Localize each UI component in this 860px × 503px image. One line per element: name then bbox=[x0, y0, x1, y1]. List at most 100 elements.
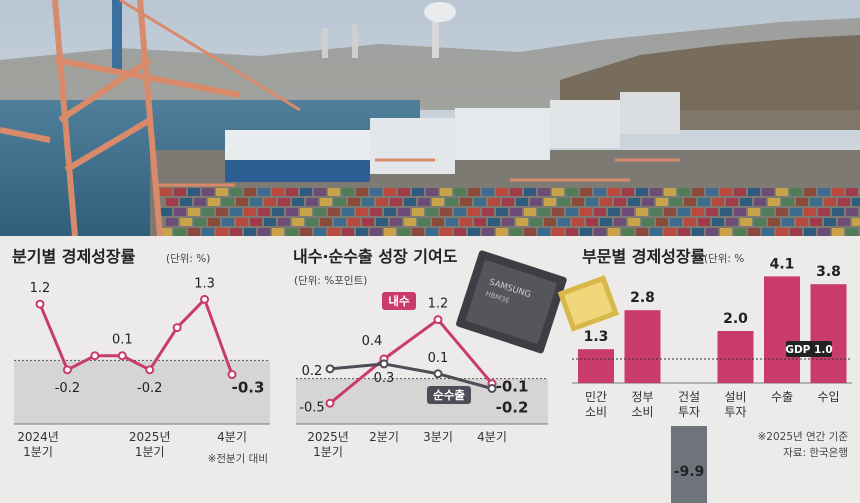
container-box bbox=[580, 228, 592, 236]
container-box bbox=[538, 188, 550, 196]
container-box bbox=[552, 228, 564, 236]
data-label: 0.2 bbox=[302, 364, 323, 379]
container-box bbox=[300, 208, 312, 216]
data-label: 0.1 bbox=[112, 333, 133, 348]
growth-line bbox=[38, 297, 234, 376]
container-box bbox=[502, 198, 514, 206]
container-box bbox=[628, 218, 640, 226]
container-box bbox=[650, 208, 662, 216]
container-box bbox=[622, 208, 634, 216]
x-tick-label: 2025년 bbox=[129, 430, 171, 444]
quarterly-note: ※전분기 대비 bbox=[208, 453, 268, 465]
container-box bbox=[180, 218, 192, 226]
container-box bbox=[762, 208, 774, 216]
container-box bbox=[510, 228, 522, 236]
container-box bbox=[566, 228, 578, 236]
container-box bbox=[202, 188, 214, 196]
container-box bbox=[754, 218, 766, 226]
container-box bbox=[572, 218, 584, 226]
container-box bbox=[642, 198, 654, 206]
container-box bbox=[202, 208, 214, 216]
container-box bbox=[208, 218, 220, 226]
data-label: -9.9 bbox=[674, 464, 705, 480]
container-box bbox=[222, 198, 234, 206]
category-label: 건설 bbox=[678, 390, 700, 404]
category-label: 민간 bbox=[585, 390, 607, 404]
category-label: 소비 bbox=[585, 405, 607, 419]
container-box bbox=[446, 218, 458, 226]
container-box bbox=[818, 188, 830, 196]
container-box bbox=[334, 198, 346, 206]
container-box bbox=[334, 218, 346, 226]
container-box bbox=[460, 218, 472, 226]
container-box bbox=[726, 198, 738, 206]
series-name-tag bbox=[427, 386, 471, 404]
container-box bbox=[488, 198, 500, 206]
container-box bbox=[740, 218, 752, 226]
container-box bbox=[824, 198, 836, 206]
container-box bbox=[516, 218, 528, 226]
data-label: -0.2 bbox=[137, 381, 162, 396]
container-box bbox=[566, 188, 578, 196]
container-box bbox=[188, 208, 200, 216]
data-label: 1.3 bbox=[584, 329, 609, 345]
container-box bbox=[796, 218, 808, 226]
container-box bbox=[846, 188, 858, 196]
container-box bbox=[538, 228, 550, 236]
x-tick-label: 3분기 bbox=[423, 430, 453, 444]
container-box bbox=[790, 228, 802, 236]
container-box bbox=[538, 208, 550, 216]
container-box bbox=[748, 208, 760, 216]
container-box bbox=[622, 188, 634, 196]
container-box bbox=[398, 228, 410, 236]
container-box bbox=[474, 198, 486, 206]
container-box bbox=[804, 188, 816, 196]
bar bbox=[578, 349, 614, 383]
container-box bbox=[390, 198, 402, 206]
container-box bbox=[664, 208, 676, 216]
negative-shade bbox=[296, 378, 548, 424]
container-box bbox=[390, 218, 402, 226]
container-box bbox=[370, 188, 382, 196]
container-box bbox=[670, 198, 682, 206]
container-box bbox=[790, 188, 802, 196]
container-box bbox=[376, 218, 388, 226]
container-box bbox=[678, 228, 690, 236]
container-box bbox=[594, 208, 606, 216]
x-tick-label: 4분기 bbox=[217, 430, 247, 444]
container-box bbox=[768, 198, 780, 206]
container-box bbox=[572, 198, 584, 206]
container-box bbox=[776, 208, 788, 216]
data-label: 0.3 bbox=[374, 371, 395, 386]
container-box bbox=[292, 218, 304, 226]
container-box bbox=[510, 208, 522, 216]
container-box bbox=[426, 208, 438, 216]
container-box bbox=[664, 188, 676, 196]
container-box bbox=[650, 188, 662, 196]
container-box bbox=[264, 218, 276, 226]
container-box bbox=[740, 198, 752, 206]
container-box bbox=[398, 208, 410, 216]
container-box bbox=[356, 208, 368, 216]
data-label: 0.4 bbox=[362, 334, 383, 349]
x-tick-label: 1분기 bbox=[135, 445, 165, 459]
container-box bbox=[580, 208, 592, 216]
container-box bbox=[236, 218, 248, 226]
container-box bbox=[300, 228, 312, 236]
container-box bbox=[460, 198, 472, 206]
container-box bbox=[160, 228, 172, 236]
container-box bbox=[208, 198, 220, 206]
container-box bbox=[166, 198, 178, 206]
container-box bbox=[796, 198, 808, 206]
container-box bbox=[712, 198, 724, 206]
container-box bbox=[194, 218, 206, 226]
container-box bbox=[544, 218, 556, 226]
x-tick-label: 4분기 bbox=[477, 430, 507, 444]
container-box bbox=[734, 188, 746, 196]
container-box bbox=[342, 188, 354, 196]
container-box bbox=[614, 218, 626, 226]
container-box bbox=[216, 188, 228, 196]
container-box bbox=[342, 208, 354, 216]
